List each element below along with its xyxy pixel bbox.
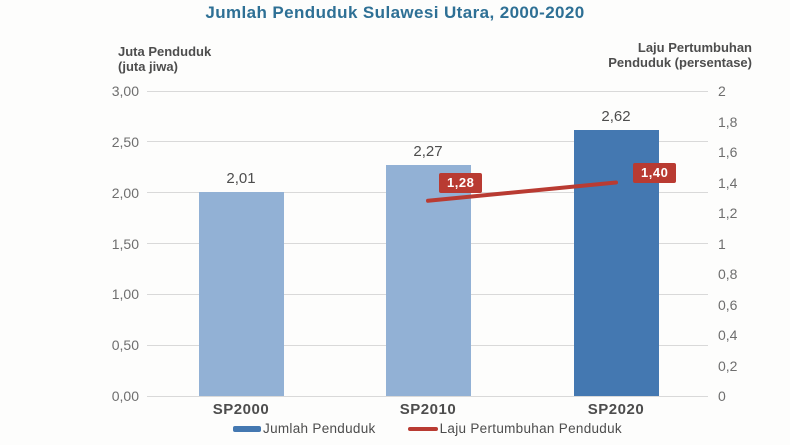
left-axis-tick-label: 1,00 xyxy=(111,286,139,303)
bar-value-label: 2,01 xyxy=(226,169,256,187)
legend-label: Laju Pertumbuhan Penduduk xyxy=(439,421,622,436)
left-axis-tick-label: 0,50 xyxy=(111,337,139,354)
right-axis-tick-label: 0,8 xyxy=(718,266,738,282)
left-axis-title: Juta Penduduk (juta jiwa) xyxy=(118,44,211,74)
right-axis-title-line2: Penduduk (persentase) xyxy=(608,55,752,70)
bar-value-label: 2,27 xyxy=(413,143,443,161)
chart-title: Jumlah Penduduk Sulawesi Utara, 2000-202… xyxy=(205,3,585,22)
x-axis-label-sp2010: SP2010 xyxy=(399,401,457,418)
right-axis-tick-label: 2 xyxy=(718,83,726,99)
legend-item: Laju Pertumbuhan Penduduk xyxy=(407,421,622,436)
chart-legend: Jumlah Penduduk Laju Pertumbuhan Penduduk xyxy=(147,421,708,436)
x-axis-label-sp2020: SP2020 xyxy=(587,401,645,418)
line-swatch-icon xyxy=(407,426,438,431)
bar-sp2010 xyxy=(385,165,471,396)
growth-value-label: 1,28 xyxy=(439,172,483,193)
bar-swatch-icon xyxy=(233,425,262,432)
left-axis-tick-label: 3,00 xyxy=(111,83,139,99)
left-axis-tick-label: 2,50 xyxy=(111,133,139,150)
bar-sp2000 xyxy=(198,191,284,396)
right-axis-tick-label: 0,2 xyxy=(718,357,738,374)
right-axis-tick-label: 0 xyxy=(718,388,726,404)
left-axis-tick-label: 2,00 xyxy=(111,184,139,201)
gridline xyxy=(147,141,708,143)
right-axis-tick-label: 1,6 xyxy=(718,144,738,160)
left-axis-title-line1: Juta Penduduk xyxy=(118,44,212,59)
right-axis-tick-label: 0,4 xyxy=(718,327,738,343)
right-axis-tick-label: 1,4 xyxy=(718,174,738,191)
gridline xyxy=(147,90,708,92)
legend-label: Jumlah Penduduk xyxy=(263,421,376,436)
right-axis-tick-label: 1 xyxy=(718,235,726,252)
right-axis-title-line1: Laju Pertumbuhan xyxy=(637,40,752,55)
left-axis-title-line2: (juta jiwa) xyxy=(118,59,178,74)
right-axis-tick-label: 0,6 xyxy=(718,296,738,313)
right-axis-tick-label: 1,8 xyxy=(718,113,738,130)
left-axis-tick-label: 1,50 xyxy=(111,235,139,252)
gridline xyxy=(147,395,708,397)
right-axis-title: Laju Pertumbuhan Penduduk (persentase) xyxy=(608,40,752,70)
growth-value-label: 1,40 xyxy=(633,162,677,183)
legend-item: Jumlah Penduduk xyxy=(233,421,376,436)
right-axis-tick-label: 1,2 xyxy=(718,205,738,221)
left-axis-tick-label: 0,00 xyxy=(111,388,139,404)
x-axis-label-sp2000: SP2000 xyxy=(212,401,270,418)
bar-value-label: 2,62 xyxy=(601,107,631,125)
